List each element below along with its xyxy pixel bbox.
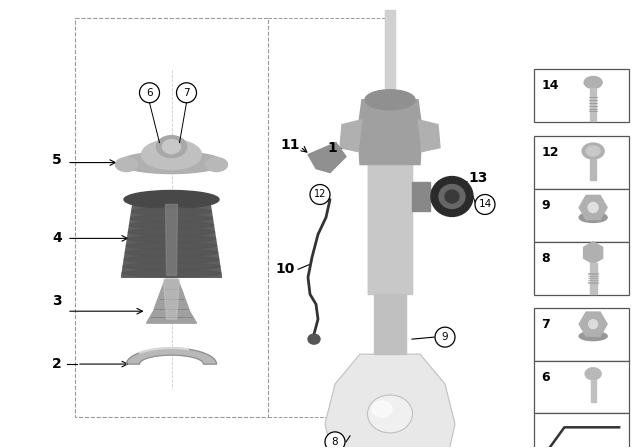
Bar [591,380,596,402]
Ellipse shape [124,190,219,208]
Ellipse shape [584,77,602,88]
Ellipse shape [586,146,600,156]
Text: 10: 10 [276,263,295,276]
Ellipse shape [579,212,607,223]
Text: 12: 12 [541,146,559,159]
Text: 9: 9 [541,199,550,212]
Text: 11: 11 [280,138,300,151]
Ellipse shape [119,151,224,173]
Polygon shape [340,120,362,151]
Polygon shape [127,348,216,364]
Polygon shape [122,199,221,277]
Bar [534,189,629,242]
Ellipse shape [205,158,227,172]
Text: 493278: 493278 [577,427,614,437]
Polygon shape [163,279,179,319]
Bar [534,361,629,414]
Ellipse shape [131,215,212,222]
Ellipse shape [431,177,473,216]
Ellipse shape [157,136,186,158]
Ellipse shape [127,236,216,242]
Ellipse shape [365,90,415,110]
Text: 12: 12 [314,190,326,199]
Ellipse shape [129,222,214,228]
Ellipse shape [589,320,598,329]
Circle shape [325,432,345,448]
Ellipse shape [372,401,392,417]
Text: 1: 1 [327,141,337,155]
Polygon shape [147,279,196,323]
Ellipse shape [582,143,604,159]
Bar [374,294,406,354]
Text: 3: 3 [52,294,62,308]
Ellipse shape [129,228,214,236]
Bar [385,10,395,100]
Ellipse shape [585,368,601,380]
Circle shape [310,185,330,204]
Bar [534,136,629,189]
Circle shape [435,327,455,347]
Text: 7: 7 [541,318,550,332]
Text: 7: 7 [183,88,190,98]
Polygon shape [308,142,346,172]
Bar [75,18,268,417]
Text: 8: 8 [541,252,550,265]
Bar [412,181,430,211]
Ellipse shape [132,208,211,215]
Ellipse shape [579,332,607,340]
Ellipse shape [125,249,218,256]
Text: 9: 9 [442,332,448,342]
Ellipse shape [141,140,202,169]
Text: 14: 14 [478,199,492,210]
Bar [590,88,596,121]
Text: 6: 6 [541,370,550,383]
Bar [589,263,596,294]
Ellipse shape [124,256,219,263]
Bar [534,242,629,295]
Polygon shape [166,204,177,275]
Bar [368,164,412,294]
Ellipse shape [588,202,598,212]
Polygon shape [325,354,455,448]
Ellipse shape [367,395,413,433]
Text: 5: 5 [52,153,62,167]
Bar [590,159,596,180]
Ellipse shape [122,270,221,277]
Ellipse shape [123,263,220,270]
Circle shape [475,194,495,215]
Ellipse shape [115,158,138,172]
Text: 6: 6 [146,88,153,98]
Ellipse shape [163,140,180,154]
Text: 8: 8 [332,437,339,447]
Bar [534,414,629,448]
Text: 4: 4 [52,231,62,246]
Bar [534,69,629,122]
Circle shape [177,83,196,103]
Polygon shape [418,120,440,151]
Ellipse shape [308,334,320,344]
Polygon shape [358,100,422,164]
Ellipse shape [126,242,217,249]
Circle shape [140,83,159,103]
Ellipse shape [445,190,459,203]
Text: 2: 2 [52,357,62,371]
Bar [534,308,629,361]
Text: 14: 14 [541,79,559,92]
Ellipse shape [439,185,465,208]
Text: 13: 13 [468,171,488,185]
